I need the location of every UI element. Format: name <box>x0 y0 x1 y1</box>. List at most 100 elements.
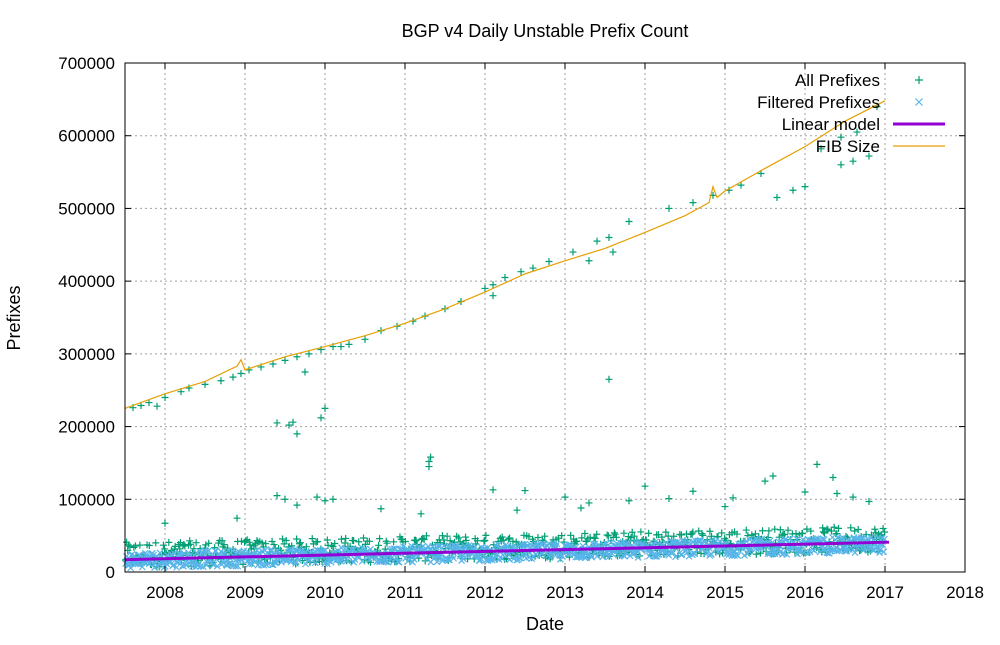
all-prefixes-point <box>314 538 322 546</box>
x-tick-label: 2011 <box>387 583 424 602</box>
all-prefixes-point <box>706 527 714 535</box>
all-prefixes-point <box>390 538 398 546</box>
filtered-prefixes-point <box>134 560 142 568</box>
all-prefixes-point <box>498 533 506 541</box>
filtered-prefixes-point <box>138 563 146 571</box>
all-prefixes-spike <box>561 493 569 501</box>
legend-label: All Prefixes <box>795 71 880 90</box>
all-prefixes-outlier <box>837 161 845 169</box>
all-prefixes-point <box>308 535 316 543</box>
all-prefixes-outlier <box>305 350 313 358</box>
x-tick-label: 2014 <box>626 583 664 602</box>
all-prefixes-point <box>611 530 619 538</box>
all-prefixes-point <box>827 527 835 535</box>
all-prefixes-point <box>854 525 862 533</box>
all-prefixes-spike <box>849 493 857 501</box>
filtered-prefixes-point <box>163 560 171 568</box>
all-prefixes-spike <box>689 487 697 495</box>
filtered-prefixes-point <box>323 560 331 568</box>
all-prefixes-outlier <box>489 281 497 289</box>
filtered-prefixes-point <box>734 552 742 559</box>
all-prefixes-point <box>350 537 358 545</box>
filtered-prefixes-point <box>588 553 596 561</box>
filtered-prefixes-point <box>267 545 275 553</box>
all-prefixes-point <box>670 532 678 540</box>
all-prefixes-point <box>152 539 160 547</box>
all-prefixes-point <box>220 541 228 549</box>
all-prefixes-point <box>383 539 391 547</box>
all-prefixes-point <box>480 537 488 545</box>
axis-ticks: 2008 2009 2010 2011 2012 2013 2014 2015 2016 2017… <box>58 54 984 602</box>
all-prefixes-outlier <box>865 152 873 160</box>
all-prefixes-point <box>337 535 345 543</box>
all-prefixes-point <box>581 530 589 538</box>
all-prefixes-point <box>603 531 611 539</box>
filtered-prefixes-point <box>229 547 236 555</box>
filtered-prefixes-point <box>256 557 264 565</box>
filtered-prefixes-point <box>742 537 750 545</box>
filtered-prefixes-point <box>506 556 514 564</box>
all-prefixes-outlier <box>605 234 613 242</box>
filtered-prefixes-point <box>716 537 724 545</box>
filtered-prefixes-point <box>878 534 886 542</box>
filtered-prefixes-point <box>622 540 630 547</box>
all-prefixes-outlier <box>489 292 497 300</box>
y-tick-label: 600000 <box>58 127 115 146</box>
all-prefixes-spike <box>761 477 769 485</box>
all-prefixes-point <box>181 542 189 550</box>
all-prefixes-outlier <box>301 368 309 376</box>
all-prefixes-point <box>242 537 250 545</box>
all-prefixes-point <box>159 541 167 549</box>
gridlines <box>125 63 966 572</box>
filtered-prefixes-point <box>366 556 374 564</box>
all-prefixes-spike <box>489 486 497 494</box>
x-tick-label: 2010 <box>306 583 344 602</box>
filtered-prefixes-point <box>819 535 827 543</box>
all-prefixes-point <box>509 537 517 545</box>
all-prefixes-outlier <box>185 384 193 392</box>
filtered-prefixes-point <box>565 541 573 549</box>
filtered-prefixes-point <box>841 547 849 555</box>
filtered-prefixes-point <box>127 564 135 572</box>
all-prefixes-point <box>342 534 350 542</box>
all-prefixes-point <box>202 541 210 549</box>
all-prefixes-point <box>620 529 628 537</box>
all-prefixes-outlier <box>161 393 169 401</box>
all-prefixes-point <box>187 540 195 548</box>
all-prefixes-spike <box>161 519 169 527</box>
all-prefixes-point <box>558 532 566 540</box>
all-prefixes-outlier <box>817 145 825 153</box>
all-prefixes-point <box>781 530 789 538</box>
legend-label: FIB Size <box>816 137 880 156</box>
all-prefixes-outlier <box>289 418 297 426</box>
filtered-prefixes-point <box>451 542 459 550</box>
x-tick-label: 2018 <box>946 583 984 602</box>
x-tick-label: 2017 <box>866 583 904 602</box>
filtered-prefixes-point <box>880 548 888 556</box>
all-prefixes-point <box>819 528 827 536</box>
all-prefixes-point <box>654 531 662 539</box>
y-tick-label: 300000 <box>58 345 115 364</box>
all-prefixes-point <box>847 524 855 532</box>
filtered-prefixes-point <box>471 543 479 551</box>
filtered-prefixes-point <box>633 548 641 556</box>
filtered-prefixes-point <box>810 546 818 554</box>
all-prefixes-point <box>375 541 383 549</box>
all-prefixes-point <box>645 529 653 537</box>
filtered-prefixes-point <box>769 550 777 558</box>
all-prefixes-point <box>689 528 697 536</box>
filtered-prefixes-point <box>197 562 205 570</box>
filtered-prefixes-point <box>823 549 831 557</box>
all-prefixes-point <box>171 542 179 550</box>
all-prefixes-outlier <box>801 183 809 191</box>
all-prefixes-point <box>820 529 828 537</box>
all-prefixes-point <box>534 533 542 541</box>
all-prefixes-point <box>658 533 666 541</box>
x-tick-label: 2013 <box>546 583 584 602</box>
x-tick-label: 2012 <box>466 583 504 602</box>
x-tick-label: 2009 <box>226 583 264 602</box>
all-prefixes-outlier <box>837 133 845 141</box>
x-tick-label: 2015 <box>706 583 744 602</box>
all-prefixes-spike <box>313 493 321 501</box>
all-prefixes-spike <box>273 492 281 500</box>
